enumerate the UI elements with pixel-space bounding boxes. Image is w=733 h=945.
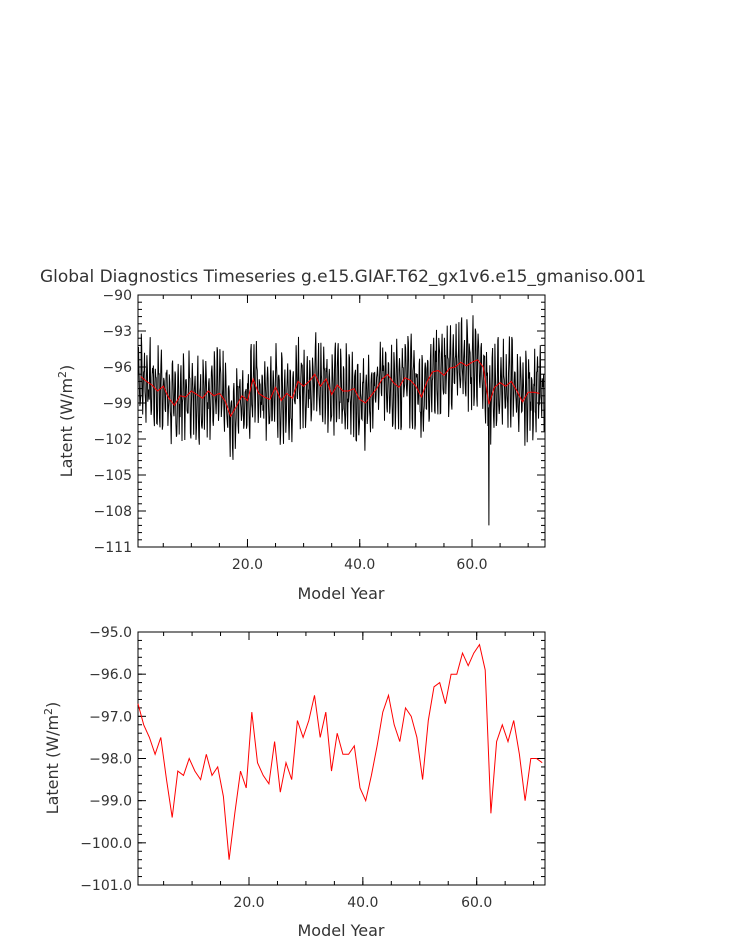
bottom-y-tick-label: −95.0 bbox=[89, 625, 132, 641]
bottom-y-tick-label: −100.0 bbox=[80, 836, 132, 852]
top-y-axis-title: Latent (W/m2) bbox=[56, 365, 76, 478]
top-y-tick-label: −108 bbox=[94, 504, 132, 520]
top-y-tick-labels: −111 −108 −105 −102 −99 −96 −93 −90 bbox=[94, 288, 133, 556]
bottom-panel: −101.0 −100.0 −99.0 −98.0 −97.0 −96.0 −9… bbox=[42, 625, 546, 940]
top-x-tick-label: 20.0 bbox=[232, 557, 263, 573]
bottom-y-tick-label: −99.0 bbox=[89, 794, 132, 810]
bottom-y-axis-title-close: ) bbox=[43, 702, 62, 708]
top-annual-series-line bbox=[140, 359, 540, 418]
bottom-y-axis-title-sup: 2 bbox=[42, 708, 55, 715]
top-y-axis-title-close: ) bbox=[57, 365, 76, 371]
top-x-tick-label: 40.0 bbox=[344, 557, 375, 573]
bottom-y-tick-label: −97.0 bbox=[89, 709, 132, 725]
top-y-tick-label: −102 bbox=[94, 432, 132, 448]
figure-title: Global Diagnostics Timeseries g.e15.GIAF… bbox=[40, 267, 646, 287]
top-y-tick-label: −96 bbox=[102, 360, 132, 376]
top-y-axis-title-main: Latent (W/m bbox=[57, 378, 76, 477]
bottom-annual-series-line bbox=[137, 643, 543, 860]
top-x-tick-label: 60.0 bbox=[456, 557, 487, 573]
bottom-y-axis-title: Latent (W/m2) bbox=[42, 702, 62, 815]
top-y-axis-title-sup: 2 bbox=[56, 371, 69, 378]
top-monthly-series-line bbox=[137, 315, 545, 526]
bottom-x-tick-label: 20.0 bbox=[233, 895, 264, 911]
top-x-axis-title: Model Year bbox=[298, 584, 385, 603]
top-y-tick-label: −99 bbox=[102, 396, 132, 412]
top-y-tick-label: −93 bbox=[102, 324, 132, 340]
bottom-plot-frame bbox=[137, 631, 546, 886]
bottom-y-tick-label: −98.0 bbox=[89, 752, 132, 768]
top-y-tick-label: −105 bbox=[94, 468, 132, 484]
bottom-x-tick-label: 60.0 bbox=[461, 895, 492, 911]
top-x-tick-labels: 20.0 40.0 60.0 bbox=[232, 557, 488, 573]
top-plot-frame bbox=[137, 294, 546, 548]
bottom-y-tick-label: −96.0 bbox=[89, 667, 132, 683]
bottom-y-tick-labels: −101.0 −100.0 −99.0 −98.0 −97.0 −96.0 −9… bbox=[80, 625, 132, 894]
top-y-tick-label: −90 bbox=[102, 288, 132, 304]
bottom-x-tick-label: 40.0 bbox=[347, 895, 378, 911]
bottom-y-axis-title-main: Latent (W/m bbox=[43, 715, 62, 814]
top-y-tick-label: −111 bbox=[94, 540, 132, 556]
bottom-ticks bbox=[138, 631, 545, 886]
bottom-x-axis-title: Model Year bbox=[298, 921, 385, 940]
top-panel: −111 −108 −105 −102 −99 −96 −93 −90 20.0… bbox=[56, 288, 546, 603]
bottom-y-tick-label: −101.0 bbox=[80, 878, 132, 894]
bottom-x-tick-labels: 20.0 40.0 60.0 bbox=[233, 895, 492, 911]
